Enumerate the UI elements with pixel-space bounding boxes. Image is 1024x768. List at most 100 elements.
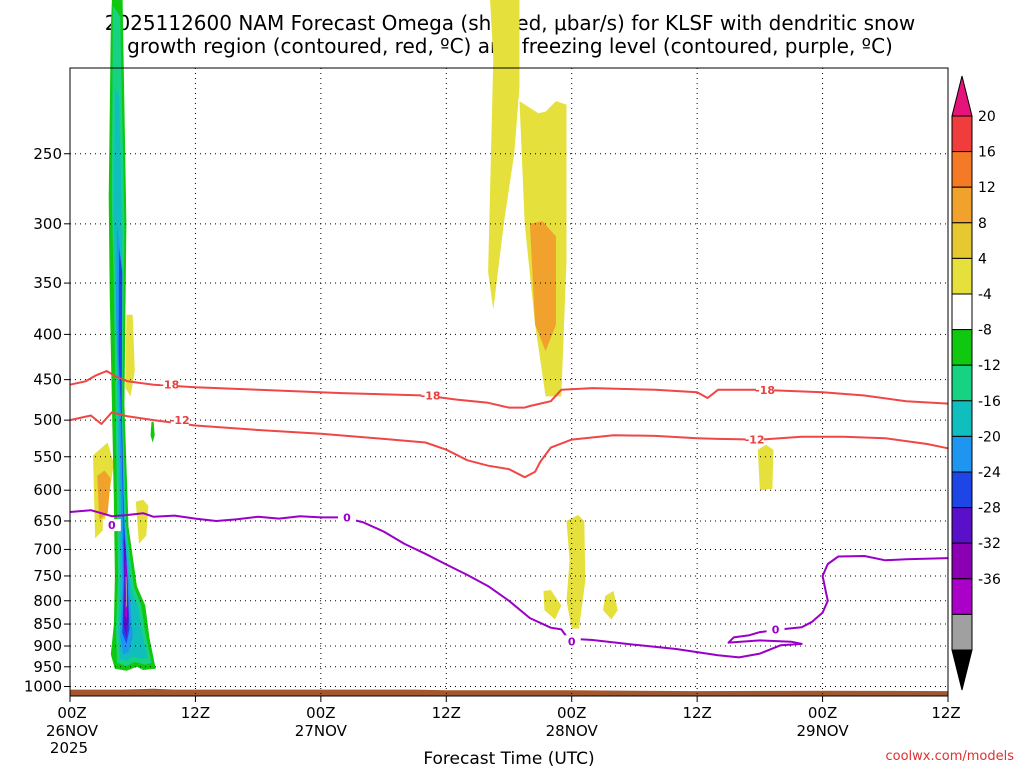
y-axis-ticks: 250 300 350 400 450 500 550 600 650 700 750 800 850 9…: [24, 145, 70, 696]
omega-shade: [97, 470, 111, 520]
x-tick-label: 00Z: [57, 704, 86, 722]
y-tick-label: 600: [33, 481, 62, 499]
plot-frame: [69, 67, 949, 697]
colorbar-bottom-arrow: [951, 649, 973, 691]
colorbar-tick-label: -32: [978, 536, 1001, 552]
colorbar: 20 16 12 8 4 -4 -8 -12 -16 -20 -24 -28 -32 -36: [951, 75, 1001, 691]
omega-shade: [603, 591, 618, 620]
y-tick-label: 500: [33, 411, 62, 429]
colorbar-swatch: [951, 364, 973, 402]
contour-label-background: [337, 511, 356, 524]
x-tick-date-label: 28NOV: [546, 722, 599, 740]
y-tick-label: 1000: [24, 678, 62, 696]
omega-shade: [529, 221, 556, 352]
y-tick-label: 900: [33, 637, 62, 655]
x-tick-label: 12Z: [432, 704, 461, 722]
omega-shade: [757, 444, 774, 491]
contour-label-background: [170, 414, 189, 427]
dgz-minus18-label: -18: [755, 384, 775, 397]
colorbar-tick-label: 4: [978, 251, 987, 267]
omega-shading: [93, 0, 774, 671]
colorbar-tick-label: -24: [978, 465, 1001, 481]
contour-label-background: [562, 635, 581, 648]
contour-label-background: [421, 389, 440, 402]
terrain-fill: [70, 688, 948, 696]
y-tick-label: 800: [33, 592, 62, 610]
y-tick-label: 550: [33, 448, 62, 466]
colorbar-tick-label: -16: [978, 394, 1001, 410]
y-tick-label: 950: [33, 658, 62, 676]
contour-label-background: [160, 378, 179, 391]
terrain-polygon: [70, 688, 948, 696]
contour-label-background: [766, 623, 785, 636]
y-tick-label: 250: [33, 145, 62, 163]
colorbar-tick-label: -36: [978, 572, 1001, 588]
colorbar-swatch: [951, 542, 973, 580]
y-tick-label: 400: [33, 325, 62, 343]
dgz-minus12-label: -12: [745, 434, 765, 447]
dgz-minus12-label: -12: [170, 414, 190, 427]
colorbar-swatch: [951, 222, 973, 259]
colorbar-swatch: [951, 435, 973, 473]
x-tick-date-label: 29NOV: [797, 722, 850, 740]
x-tick-label: 00Z: [808, 704, 837, 722]
colorbar-swatch: [951, 613, 973, 651]
colorbar-tick-label: -4: [978, 287, 992, 303]
colorbar-swatch: [951, 400, 973, 437]
credit-link[interactable]: coolwx.com/models: [885, 749, 1014, 764]
y-tick-label: 300: [33, 215, 62, 233]
dgz-minus18-label: -18: [159, 379, 179, 392]
contour-labels: -18 -18 -18 -12 -12 0 0 0 0: [102, 378, 785, 648]
dgz-minus18-line: [69, 370, 949, 409]
x-tick-date-label: 27NOV: [295, 722, 348, 740]
colorbar-tick-label: 8: [978, 216, 987, 232]
colorbar-tick-label: 12: [978, 180, 996, 196]
y-tick-label: 850: [33, 615, 62, 633]
colorbar-tick-label: -12: [978, 358, 1001, 374]
omega-shade: [135, 499, 149, 544]
omega-shade: [118, 248, 130, 644]
dgz-minus12-line: [69, 411, 949, 479]
x-tick-label: 12Z: [181, 704, 210, 722]
x-tick-year-label: 2025: [50, 739, 88, 757]
omega-shade: [150, 421, 155, 443]
colorbar-swatch: [951, 115, 973, 153]
y-tick-label: 350: [33, 274, 62, 292]
freezing-level-0-label: 0: [343, 511, 351, 524]
colorbar-top-arrow: [951, 75, 973, 117]
omega-shade: [543, 590, 562, 620]
y-tick-label: 700: [33, 540, 62, 558]
x-tick-label: 12Z: [931, 704, 960, 722]
colorbar-tick-label: -20: [978, 429, 1001, 445]
colorbar-swatch: [951, 329, 973, 366]
omega-shade: [125, 576, 127, 608]
freezing-level-0-label: 0: [108, 519, 116, 532]
contour-label-background: [102, 519, 121, 532]
x-tick-date-label: 26NOV: [46, 722, 99, 740]
colorbar-tick-label: -28: [978, 501, 1001, 517]
omega-shade: [566, 515, 586, 629]
y-tick-label: 650: [33, 512, 62, 530]
colorbar-swatch: [951, 257, 973, 295]
freezing-level-0-label: 0: [568, 635, 576, 648]
x-tick-label: 12Z: [682, 704, 711, 722]
x-tick-label: 00Z: [306, 704, 335, 722]
x-tick-label: 00Z: [557, 704, 586, 722]
colorbar-swatch: [951, 293, 973, 331]
contour-label-background: [745, 433, 764, 446]
freezing-level-0-label: 0: [772, 623, 780, 636]
plot-area: -18 -18 -18 -12 -12 0 0 0 0: [69, 0, 949, 697]
colorbar-swatch: [951, 578, 973, 615]
colorbar-tick-label: 20: [978, 109, 996, 125]
omega-shade: [488, 0, 520, 310]
colorbar-tick-label: -8: [978, 323, 992, 339]
colorbar-swatch: [951, 151, 973, 188]
y-tick-label: 750: [33, 567, 62, 585]
colorbar-swatch: [951, 507, 973, 544]
dgz-minus18-label: -18: [421, 390, 441, 403]
x-axis-label: Forecast Time (UTC): [423, 749, 594, 768]
colorbar-swatch: [951, 186, 973, 224]
colorbar-swatch: [951, 471, 973, 509]
